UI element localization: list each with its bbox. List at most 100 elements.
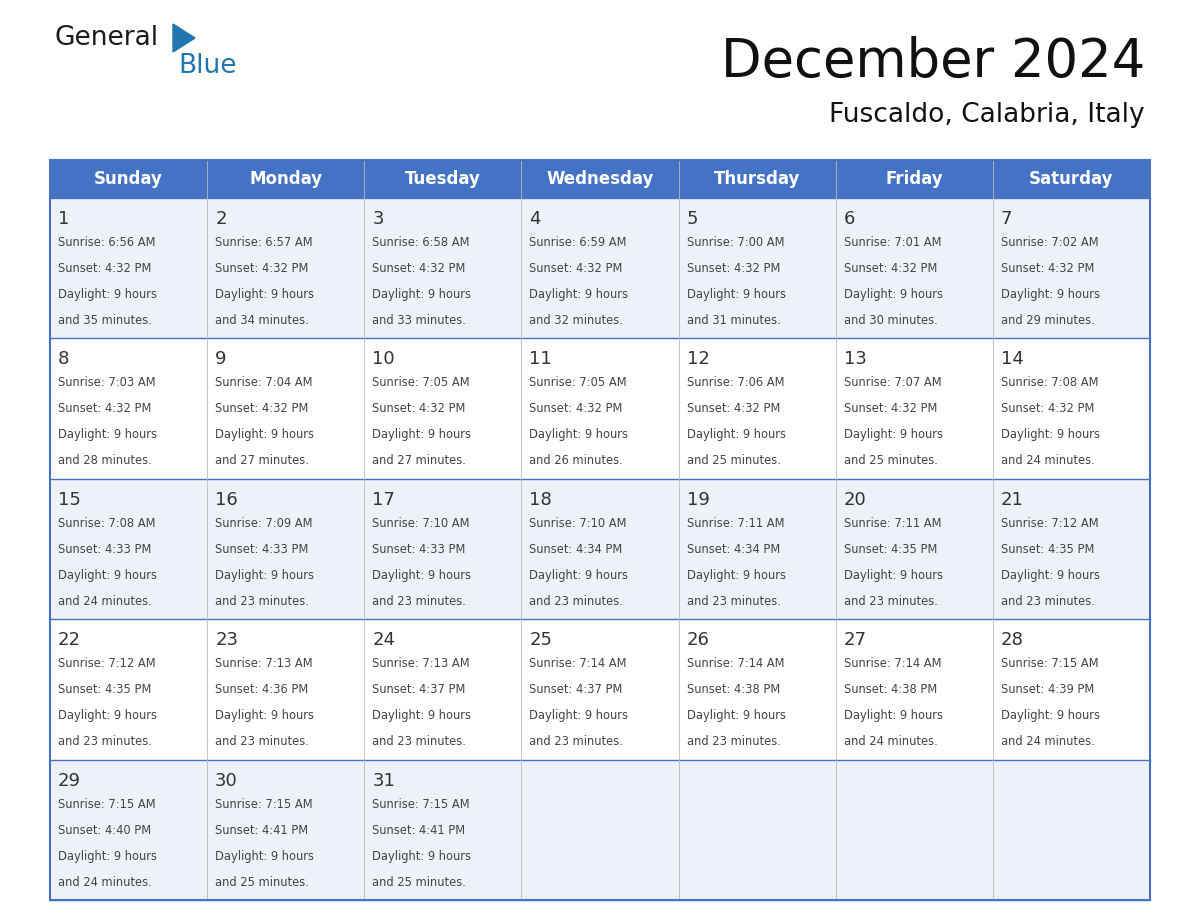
Text: Sunrise: 7:07 AM: Sunrise: 7:07 AM	[843, 376, 941, 389]
Text: 6: 6	[843, 210, 855, 228]
Text: Sunset: 4:32 PM: Sunset: 4:32 PM	[687, 262, 781, 275]
Text: Daylight: 9 hours: Daylight: 9 hours	[1000, 569, 1100, 582]
Text: Daylight: 9 hours: Daylight: 9 hours	[215, 709, 314, 722]
Text: Sunrise: 7:14 AM: Sunrise: 7:14 AM	[530, 657, 627, 670]
Text: Sunset: 4:32 PM: Sunset: 4:32 PM	[58, 262, 151, 275]
Text: Sunset: 4:35 PM: Sunset: 4:35 PM	[843, 543, 937, 555]
Text: Sunrise: 7:08 AM: Sunrise: 7:08 AM	[1000, 376, 1099, 389]
Text: Sunrise: 6:57 AM: Sunrise: 6:57 AM	[215, 236, 312, 249]
Text: Daylight: 9 hours: Daylight: 9 hours	[58, 288, 157, 301]
Text: Sunset: 4:32 PM: Sunset: 4:32 PM	[1000, 402, 1094, 415]
Text: Sunrise: 7:12 AM: Sunrise: 7:12 AM	[1000, 517, 1099, 530]
Text: 1: 1	[58, 210, 69, 228]
Text: Daylight: 9 hours: Daylight: 9 hours	[687, 709, 785, 722]
Text: and 24 minutes.: and 24 minutes.	[58, 876, 152, 889]
Text: Sunset: 4:33 PM: Sunset: 4:33 PM	[372, 543, 466, 555]
Bar	[50, 339, 1150, 479]
Text: Sunset: 4:36 PM: Sunset: 4:36 PM	[215, 683, 309, 696]
Text: 7: 7	[1000, 210, 1012, 228]
Text: 26: 26	[687, 632, 709, 649]
Text: Daylight: 9 hours: Daylight: 9 hours	[687, 288, 785, 301]
Text: and 26 minutes.: and 26 minutes.	[530, 454, 624, 467]
Text: Sunrise: 7:09 AM: Sunrise: 7:09 AM	[215, 517, 312, 530]
Text: 10: 10	[372, 351, 394, 368]
Text: and 27 minutes.: and 27 minutes.	[372, 454, 466, 467]
Bar	[50, 198, 1150, 339]
Text: and 28 minutes.: and 28 minutes.	[58, 454, 152, 467]
Bar	[50, 160, 1150, 198]
Text: Sunset: 4:41 PM: Sunset: 4:41 PM	[372, 823, 466, 836]
Text: and 24 minutes.: and 24 minutes.	[843, 735, 937, 748]
Text: Sunset: 4:33 PM: Sunset: 4:33 PM	[58, 543, 151, 555]
Text: and 32 minutes.: and 32 minutes.	[530, 314, 624, 327]
Text: Daylight: 9 hours: Daylight: 9 hours	[843, 569, 943, 582]
Text: Sunset: 4:37 PM: Sunset: 4:37 PM	[530, 683, 623, 696]
Text: and 30 minutes.: and 30 minutes.	[843, 314, 937, 327]
Text: and 35 minutes.: and 35 minutes.	[58, 314, 152, 327]
Bar	[50, 759, 1150, 900]
Text: Sunset: 4:32 PM: Sunset: 4:32 PM	[843, 262, 937, 275]
Text: Daylight: 9 hours: Daylight: 9 hours	[530, 429, 628, 442]
Text: Sunset: 4:34 PM: Sunset: 4:34 PM	[530, 543, 623, 555]
Text: Sunset: 4:32 PM: Sunset: 4:32 PM	[687, 402, 781, 415]
Text: Sunrise: 6:58 AM: Sunrise: 6:58 AM	[372, 236, 469, 249]
Text: 8: 8	[58, 351, 69, 368]
Text: Sunrise: 7:12 AM: Sunrise: 7:12 AM	[58, 657, 156, 670]
Text: Sunset: 4:32 PM: Sunset: 4:32 PM	[372, 262, 466, 275]
Text: and 34 minutes.: and 34 minutes.	[215, 314, 309, 327]
Text: Sunrise: 7:05 AM: Sunrise: 7:05 AM	[530, 376, 627, 389]
Text: Sunset: 4:32 PM: Sunset: 4:32 PM	[58, 402, 151, 415]
Text: Thursday: Thursday	[714, 170, 801, 188]
Text: Sunrise: 7:02 AM: Sunrise: 7:02 AM	[1000, 236, 1099, 249]
Polygon shape	[173, 24, 195, 52]
Text: Daylight: 9 hours: Daylight: 9 hours	[372, 849, 472, 863]
Text: 20: 20	[843, 491, 866, 509]
Text: Sunset: 4:32 PM: Sunset: 4:32 PM	[530, 402, 623, 415]
Text: and 29 minutes.: and 29 minutes.	[1000, 314, 1094, 327]
Text: Daylight: 9 hours: Daylight: 9 hours	[530, 288, 628, 301]
Text: Sunrise: 7:11 AM: Sunrise: 7:11 AM	[687, 517, 784, 530]
Text: December 2024: December 2024	[721, 36, 1145, 88]
Text: Sunset: 4:38 PM: Sunset: 4:38 PM	[843, 683, 937, 696]
Text: Daylight: 9 hours: Daylight: 9 hours	[1000, 429, 1100, 442]
Text: General: General	[55, 25, 159, 51]
Text: Daylight: 9 hours: Daylight: 9 hours	[843, 288, 943, 301]
Text: 22: 22	[58, 632, 81, 649]
Text: Sunrise: 7:03 AM: Sunrise: 7:03 AM	[58, 376, 156, 389]
Text: Sunset: 4:32 PM: Sunset: 4:32 PM	[843, 402, 937, 415]
Text: and 23 minutes.: and 23 minutes.	[1000, 595, 1094, 608]
Text: Sunrise: 7:06 AM: Sunrise: 7:06 AM	[687, 376, 784, 389]
Text: Sunrise: 7:10 AM: Sunrise: 7:10 AM	[372, 517, 469, 530]
Text: Sunset: 4:33 PM: Sunset: 4:33 PM	[215, 543, 309, 555]
Text: 18: 18	[530, 491, 552, 509]
Text: 12: 12	[687, 351, 709, 368]
Text: Daylight: 9 hours: Daylight: 9 hours	[1000, 709, 1100, 722]
Text: Sunset: 4:37 PM: Sunset: 4:37 PM	[372, 683, 466, 696]
Text: Daylight: 9 hours: Daylight: 9 hours	[215, 569, 314, 582]
Text: and 27 minutes.: and 27 minutes.	[215, 454, 309, 467]
Text: Wednesday: Wednesday	[546, 170, 653, 188]
Text: Daylight: 9 hours: Daylight: 9 hours	[215, 849, 314, 863]
Text: and 25 minutes.: and 25 minutes.	[215, 876, 309, 889]
Text: 2: 2	[215, 210, 227, 228]
Text: and 23 minutes.: and 23 minutes.	[530, 595, 624, 608]
Text: and 23 minutes.: and 23 minutes.	[372, 595, 466, 608]
Text: Daylight: 9 hours: Daylight: 9 hours	[843, 709, 943, 722]
Text: Fuscaldo, Calabria, Italy: Fuscaldo, Calabria, Italy	[829, 102, 1145, 128]
Text: Sunset: 4:32 PM: Sunset: 4:32 PM	[530, 262, 623, 275]
Text: Sunset: 4:32 PM: Sunset: 4:32 PM	[215, 262, 309, 275]
Text: Sunrise: 6:59 AM: Sunrise: 6:59 AM	[530, 236, 627, 249]
Text: Sunrise: 6:56 AM: Sunrise: 6:56 AM	[58, 236, 156, 249]
Text: 3: 3	[372, 210, 384, 228]
Text: Daylight: 9 hours: Daylight: 9 hours	[530, 569, 628, 582]
Text: 31: 31	[372, 772, 396, 789]
Text: and 33 minutes.: and 33 minutes.	[372, 314, 466, 327]
Text: 13: 13	[843, 351, 866, 368]
Text: Sunrise: 7:13 AM: Sunrise: 7:13 AM	[215, 657, 312, 670]
Text: and 23 minutes.: and 23 minutes.	[215, 735, 309, 748]
Text: Sunrise: 7:05 AM: Sunrise: 7:05 AM	[372, 376, 470, 389]
Text: and 23 minutes.: and 23 minutes.	[530, 735, 624, 748]
Text: Sunset: 4:38 PM: Sunset: 4:38 PM	[687, 683, 779, 696]
Text: and 23 minutes.: and 23 minutes.	[687, 595, 781, 608]
Text: Sunrise: 7:13 AM: Sunrise: 7:13 AM	[372, 657, 470, 670]
